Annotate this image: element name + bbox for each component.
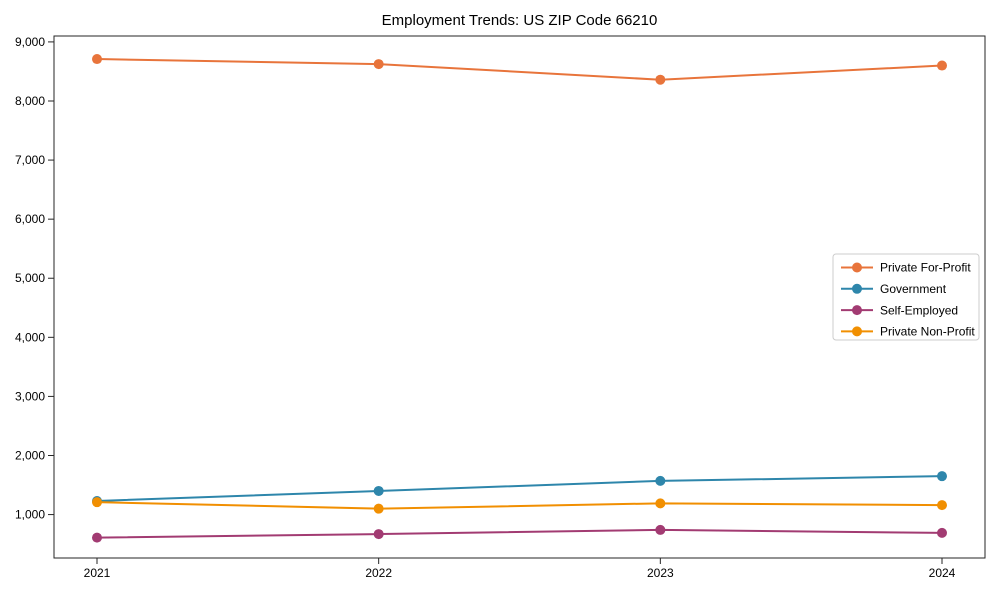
series-line-private-non-profit <box>96 501 943 510</box>
y-tick-label: 7,000 <box>15 153 45 167</box>
data-point-private-non-profit-2022 <box>373 503 384 514</box>
data-point-self-employed-2024 <box>937 527 947 538</box>
legend-marker-private-for-profit <box>852 262 862 273</box>
series-line-private-for-profit <box>96 58 943 81</box>
x-tick-label: 2024 <box>929 566 956 580</box>
x-tick-label: 2021 <box>84 566 111 580</box>
data-point-private-non-profit-2024 <box>937 500 947 511</box>
chart-title: Employment Trends: US ZIP Code 66210 <box>382 12 658 29</box>
y-tick-label: 4,000 <box>15 330 45 344</box>
plot-area: 1,000 2,000 3,000 4,000 5,000 6,000 7,000 8,000… <box>15 35 986 580</box>
legend-label-self-employed: Self-Employed <box>880 303 958 317</box>
y-tick-label: 8,000 <box>15 94 45 108</box>
plot-frame <box>53 35 986 559</box>
legend-box <box>832 253 980 341</box>
data-point-private-non-profit-2023 <box>655 498 666 509</box>
y-tick-label: 6,000 <box>15 212 45 226</box>
legend-label-private-non-profit: Private Non-Profit <box>880 325 975 339</box>
data-point-self-employed-2022 <box>373 529 384 540</box>
legend-marker-private-non-profit <box>852 326 862 337</box>
x-tick-label: 2022 <box>365 566 392 580</box>
y-tick-label: 5,000 <box>15 271 45 285</box>
y-tick-label: 2,000 <box>15 448 45 462</box>
series-line-government <box>96 475 943 502</box>
y-tick-label: 3,000 <box>15 389 45 403</box>
legend-label-private-for-profit: Private For-Profit <box>880 261 971 275</box>
y-tick-label: 1,000 <box>15 508 45 522</box>
data-point-private-non-profit-2021 <box>92 497 102 508</box>
data-point-government-2024 <box>937 471 947 482</box>
data-point-private-for-profit-2021 <box>92 54 102 65</box>
data-point-private-for-profit-2023 <box>655 74 666 85</box>
legend-marker-self-employed <box>852 305 862 316</box>
data-point-government-2022 <box>373 485 384 496</box>
series-line-self-employed <box>96 528 943 539</box>
y-tick-label: 9,000 <box>15 35 45 49</box>
x-tick-label: 2023 <box>647 566 674 580</box>
data-point-government-2023 <box>655 475 666 486</box>
data-point-private-for-profit-2022 <box>373 59 384 70</box>
legend-label-government: Government <box>880 282 947 296</box>
data-point-private-for-profit-2024 <box>937 60 947 71</box>
data-point-self-employed-2023 <box>655 524 666 535</box>
legend-marker-government <box>852 283 862 294</box>
data-point-self-employed-2021 <box>92 532 102 543</box>
